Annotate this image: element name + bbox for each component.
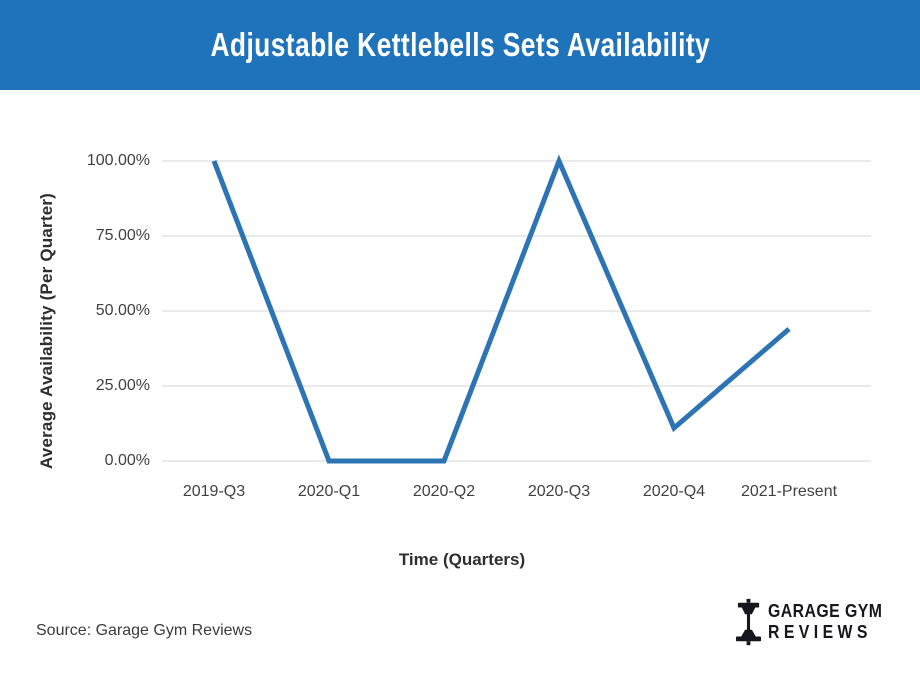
y-axis-title: Average Availability (Per Quarter): [37, 192, 56, 470]
x-tick-label: 2020-Q3: [527, 483, 591, 500]
availability-series-line: [211, 154, 791, 464]
logo-text: GARAGE GYM REVIEWS: [768, 601, 898, 643]
logo-line1: GARAGE GYM: [768, 601, 883, 621]
y-tick-label: 50.00%: [95, 302, 150, 319]
x-tick-label: 2021-Present: [740, 483, 838, 500]
x-tick-label: 2020-Q2: [412, 483, 476, 500]
x-tick-label: 2020-Q4: [642, 483, 706, 500]
garage-gym-reviews-logo: GARAGE GYM REVIEWS: [735, 598, 898, 646]
header-banner: Adjustable Kettlebells Sets Availability: [0, 0, 920, 90]
y-tick-label: 0.00%: [104, 452, 150, 469]
y-tick-label: 25.00%: [95, 377, 150, 394]
y-tick-label: 75.00%: [95, 227, 150, 244]
chart-title: Adjustable Kettlebells Sets Availability: [210, 26, 710, 63]
logo-line2: REVIEWS: [768, 622, 872, 642]
x-tick-label: 2020-Q1: [297, 483, 361, 500]
y-tick-label: 100.00%: [86, 152, 150, 169]
dumbbell-icon: [735, 598, 762, 646]
x-tick-label: 2019-Q3: [182, 483, 246, 500]
source-attribution: Source: Garage Gym Reviews: [36, 622, 253, 639]
x-axis-title: Time (Quarters): [398, 550, 526, 569]
